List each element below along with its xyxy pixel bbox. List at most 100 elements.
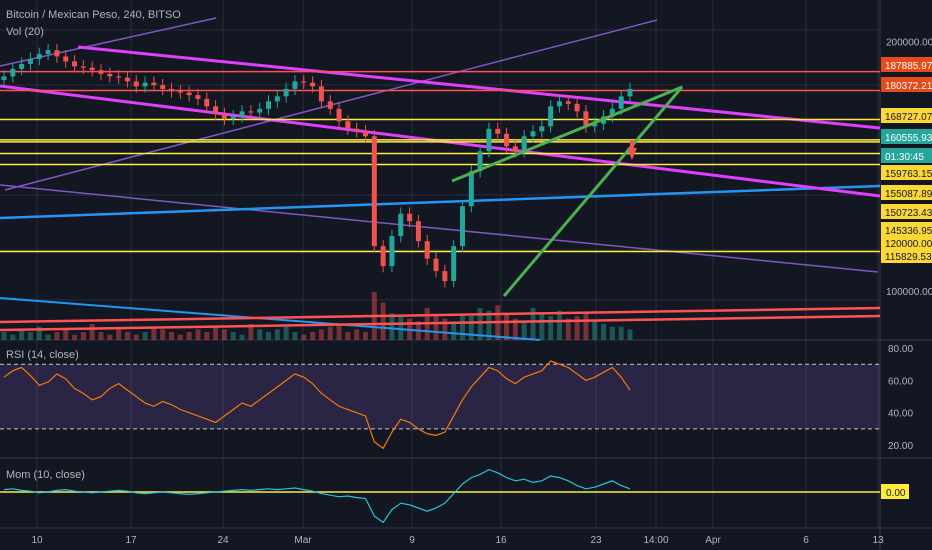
rsi-axis-tick: 60.00 xyxy=(888,376,913,387)
volume-bar xyxy=(310,332,316,340)
volume-bar xyxy=(169,332,175,340)
volume-bar xyxy=(583,313,589,340)
volume-bar xyxy=(301,334,307,340)
rsi-axis-tick: 20.00 xyxy=(888,441,913,452)
volume-bar xyxy=(336,324,342,340)
candle-body xyxy=(54,50,60,57)
volume-bar xyxy=(451,321,457,340)
candle-body xyxy=(45,50,51,54)
candle-body xyxy=(433,258,439,272)
volume-bar xyxy=(433,316,439,340)
price-level-label: 180372.21 xyxy=(885,81,932,92)
volume-bar xyxy=(45,334,51,340)
volume-bar xyxy=(283,326,289,340)
volume-bar xyxy=(1,332,7,340)
volume-bar xyxy=(80,332,86,340)
volume-bar xyxy=(98,332,104,340)
volume-bar xyxy=(266,332,272,340)
trend-line-blue-upper xyxy=(0,184,881,220)
x-axis-tick: Apr xyxy=(705,535,721,546)
x-axis-tick: 17 xyxy=(125,535,137,546)
channel-line-upper xyxy=(77,45,881,130)
volume-bar xyxy=(230,332,236,340)
price-level-tag xyxy=(881,108,932,123)
candle-body xyxy=(213,106,219,114)
volume-bar xyxy=(116,329,122,340)
x-axis-tick: 23 xyxy=(590,535,602,546)
candle-body xyxy=(451,246,457,282)
candle-body xyxy=(565,101,571,104)
volume-bar xyxy=(442,318,448,340)
volume-bar xyxy=(539,313,545,340)
candle-body xyxy=(548,106,554,127)
volume-bar xyxy=(627,329,633,340)
x-axis-tick: 6 xyxy=(803,535,809,546)
candle-body xyxy=(618,96,624,109)
candle-body xyxy=(459,206,465,247)
volume-bar xyxy=(177,334,183,340)
volume-bar xyxy=(142,332,148,340)
momentum-axis-tag xyxy=(881,484,909,499)
candle-body xyxy=(336,108,342,122)
volume-label[interactable]: Vol (20) xyxy=(6,26,44,38)
volume-bar xyxy=(10,334,16,340)
volume-bar xyxy=(63,329,69,340)
volume-bar xyxy=(36,326,42,340)
candle-body xyxy=(592,123,598,127)
volume-bar xyxy=(221,329,227,340)
volume-bar xyxy=(27,332,33,340)
candle-body xyxy=(19,63,25,69)
candle-body xyxy=(424,241,430,259)
candle-body xyxy=(415,221,421,242)
volume-bar xyxy=(565,318,571,340)
volume-bar xyxy=(72,334,78,340)
volume-bar xyxy=(327,326,333,340)
momentum-label[interactable]: Mom (10, close) xyxy=(6,469,85,481)
candle-body xyxy=(36,53,42,59)
x-axis-tick: 9 xyxy=(409,535,415,546)
rsi-axis-tick: 40.00 xyxy=(888,409,913,420)
volume-bar xyxy=(292,332,298,340)
candle-body xyxy=(72,61,78,67)
candle-body xyxy=(10,68,16,77)
candle-body xyxy=(495,128,501,134)
rsi-line xyxy=(3,360,631,450)
candle-body xyxy=(80,66,86,68)
volume-bar xyxy=(380,302,386,340)
trend-line-red-2 xyxy=(0,314,881,332)
candle-body xyxy=(204,98,210,107)
volume-bar xyxy=(504,313,510,340)
volume-bar xyxy=(274,329,280,340)
volume-bar xyxy=(389,313,395,340)
price-level-tag xyxy=(881,57,932,72)
forecast-arrow xyxy=(627,148,637,160)
volume-bar xyxy=(459,313,465,340)
candle-body xyxy=(442,271,448,282)
candle-body xyxy=(63,56,69,62)
price-level-tag xyxy=(881,77,932,92)
candle-body xyxy=(407,213,413,222)
candle-body xyxy=(380,246,386,267)
price-level-label: 115829.53 xyxy=(885,252,932,263)
x-axis-tick: 24 xyxy=(217,535,229,546)
candle-body xyxy=(274,96,280,102)
volume-bar xyxy=(609,326,615,340)
candle-body xyxy=(468,171,474,207)
candle-body xyxy=(142,82,148,87)
momentum-axis-tick: 0.00 xyxy=(886,488,906,499)
candle-body xyxy=(133,81,139,87)
candle-body xyxy=(98,70,104,74)
price-level-label: 120000.00 xyxy=(885,239,932,250)
symbol-title[interactable]: Bitcoin / Mexican Peso, 240, BITSO xyxy=(6,9,181,21)
candle-body xyxy=(230,116,236,119)
volume-bar xyxy=(318,329,324,340)
rsi-axis-tick: 80.00 xyxy=(888,344,913,355)
rsi-label[interactable]: RSI (14, close) xyxy=(6,349,79,361)
candle-body xyxy=(345,121,351,129)
momentum-line xyxy=(3,468,631,524)
candle-body xyxy=(239,111,245,117)
candle-body xyxy=(160,85,166,89)
